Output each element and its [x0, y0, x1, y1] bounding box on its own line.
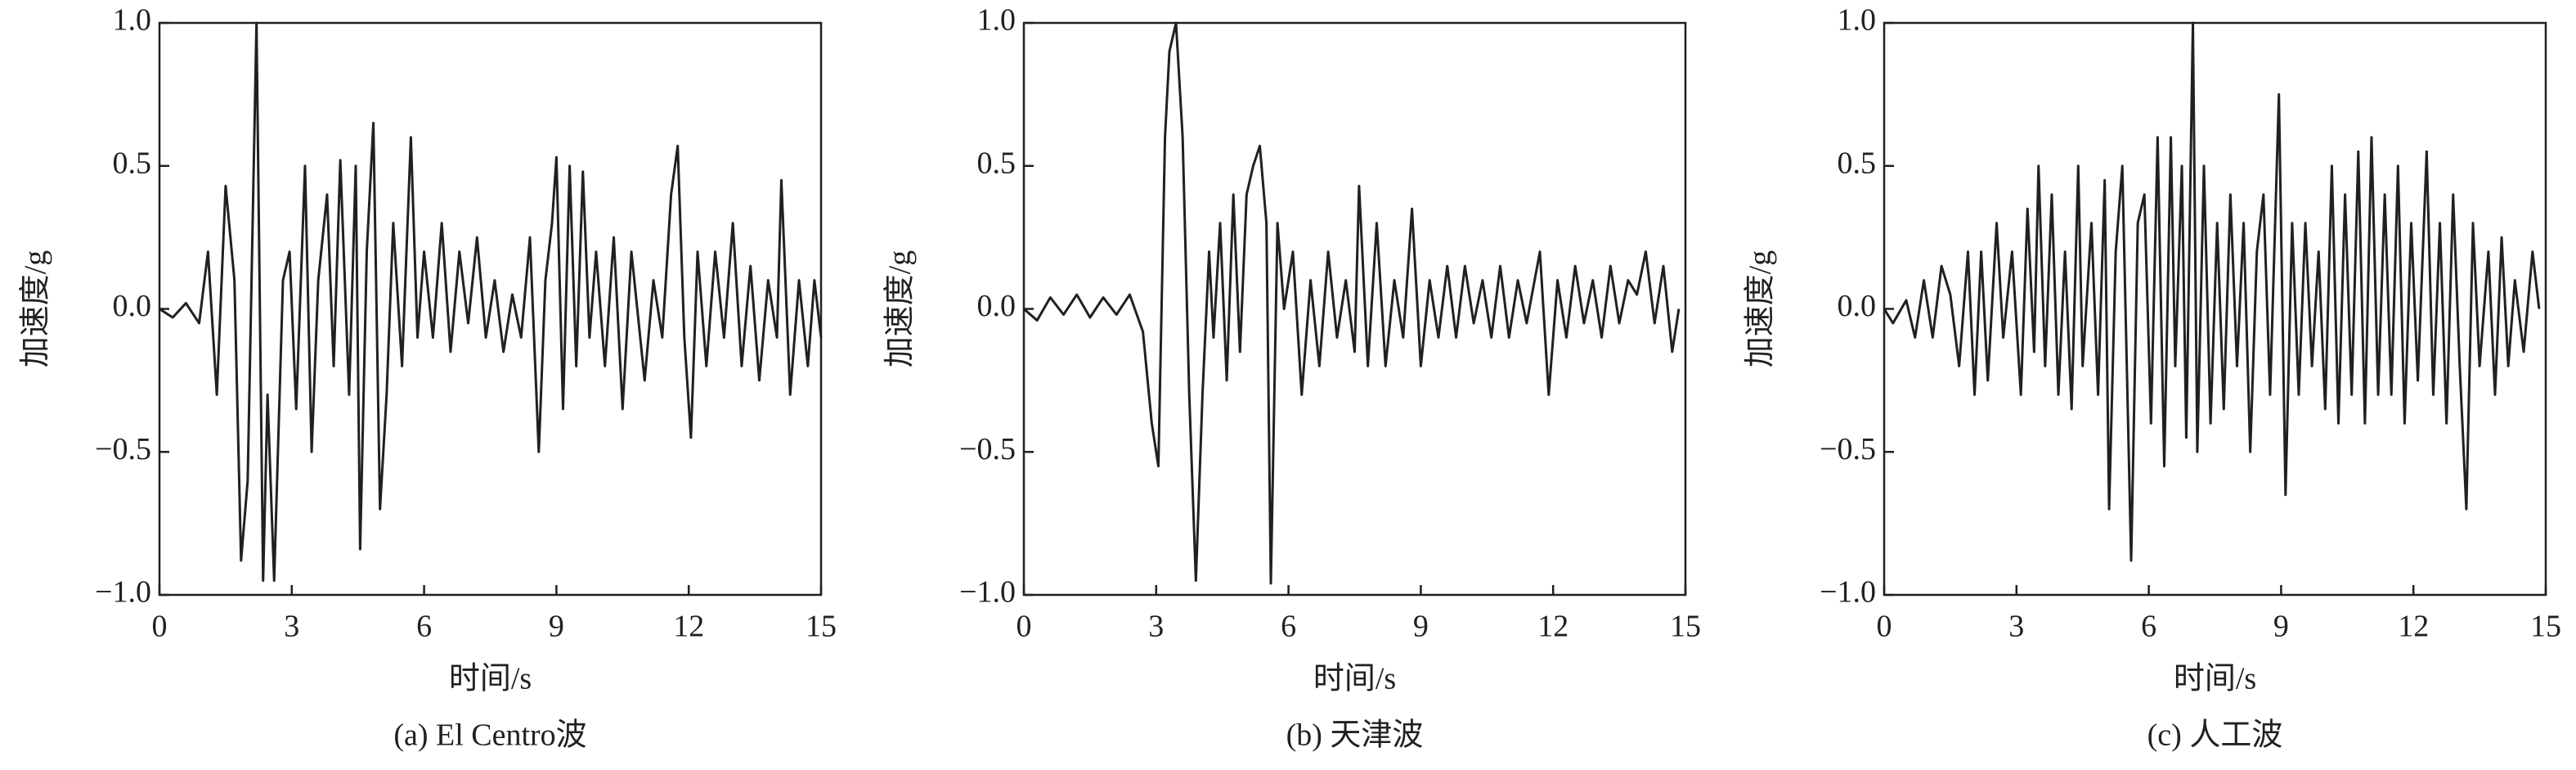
data-line — [1023, 21, 1681, 585]
x-tick-label: 15 — [2530, 610, 2561, 644]
y-tick-label: −1.0 — [959, 575, 1016, 610]
y-tick-label: 0.0 — [113, 289, 152, 323]
y-axis-label: 加速度/g — [883, 250, 918, 368]
x-tick-label: 3 — [2008, 610, 2024, 644]
x-tick-label: 6 — [1281, 610, 1296, 644]
x-tick-label: 12 — [2398, 610, 2429, 644]
x-tick-label: 0 — [152, 610, 168, 644]
y-axis-label: 加速度/g — [19, 250, 53, 368]
y-tick-label: 1.0 — [1838, 3, 1877, 38]
x-axis-label: 时间/s — [2174, 662, 2256, 696]
data-line — [159, 21, 823, 583]
x-tick-label: 9 — [549, 610, 564, 644]
y-tick-label: 0.5 — [1838, 146, 1877, 180]
y-tick-label: −1.0 — [95, 575, 151, 610]
y-tick-label: −0.5 — [95, 432, 151, 466]
x-axis-label: 时间/s — [449, 662, 532, 696]
x-tick-label: 3 — [1148, 610, 1164, 644]
x-tick-label: 9 — [1413, 610, 1429, 644]
y-tick-label: 0.5 — [977, 146, 1016, 180]
y-tick-label: 0.0 — [1838, 289, 1877, 323]
x-tick-label: 9 — [2273, 610, 2289, 644]
x-tick-label: 0 — [1016, 610, 1032, 644]
panel-caption: (b) 天津波 — [1286, 718, 1424, 753]
panel-caption: (c) 人工波 — [2147, 718, 2283, 753]
y-tick-label: 0.5 — [113, 146, 152, 180]
y-tick-label: 0.0 — [977, 289, 1016, 323]
panel-caption: (a) El Centro波 — [393, 718, 586, 753]
x-tick-label: 3 — [284, 610, 299, 644]
y-axis-label: 加速度/g — [1744, 250, 1778, 368]
x-tick-label: 6 — [416, 610, 432, 644]
data-line — [1883, 21, 2541, 562]
y-tick-label: −0.5 — [1820, 432, 1876, 466]
y-tick-label: −1.0 — [1820, 575, 1876, 610]
x-tick-label: 6 — [2141, 610, 2156, 644]
x-tick-label: 12 — [1537, 610, 1568, 644]
x-axis-label: 时间/s — [1313, 662, 1396, 696]
y-tick-label: −0.5 — [959, 432, 1016, 466]
y-tick-label: 1.0 — [977, 3, 1016, 38]
x-tick-label: 15 — [1670, 610, 1701, 644]
x-tick-label: 12 — [673, 610, 704, 644]
y-tick-label: 1.0 — [113, 3, 152, 38]
x-tick-label: 15 — [806, 610, 837, 644]
x-tick-label: 0 — [1877, 610, 1892, 644]
